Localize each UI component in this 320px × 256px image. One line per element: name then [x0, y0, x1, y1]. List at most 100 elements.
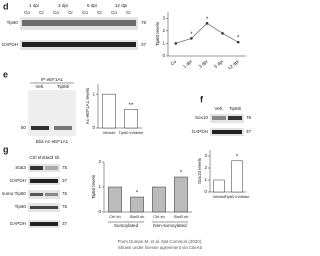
x-tick-label: 1 dpi: [182, 59, 193, 69]
condition-label: Cr: [97, 10, 102, 15]
band: [212, 116, 226, 120]
y-tick-label: 3: [162, 16, 165, 21]
mw-marker: 37: [62, 178, 68, 183]
condition-label: Cr: [68, 10, 73, 15]
x-tick-label: Stat3 sh: [174, 214, 189, 219]
condition-label: Co: [24, 10, 30, 15]
mw-marker: 75: [141, 20, 147, 25]
lane-label: Veh.: [35, 84, 44, 89]
lane-label: Stat3 sh: [43, 155, 60, 160]
row-label: GAPDH: [2, 42, 18, 47]
y-tick-label: 0: [162, 53, 165, 58]
x-tick-label: Vehicle: [103, 130, 117, 135]
x-tick-label: Tip60 inhibitor: [119, 130, 145, 135]
band: [22, 20, 136, 26]
x-tick-label: Ctrl sh: [109, 214, 121, 219]
y-tick-label: 3: [204, 153, 207, 158]
panel-label: f: [200, 94, 204, 104]
annotation: **: [129, 103, 134, 109]
band: [30, 222, 58, 226]
blot-label: Blot Ac-eEF1A1: [36, 139, 69, 144]
mw-marker: 37: [141, 42, 147, 47]
point: [190, 37, 193, 40]
row-label: sumo-Tip60: [2, 191, 27, 196]
condition-label: Co: [53, 10, 59, 15]
y-tick-label: 0: [92, 125, 95, 130]
mw-marker: 75: [62, 204, 68, 209]
lane-label: 1 dpi: [29, 3, 39, 8]
x-tick-label: Stat3 sh: [130, 214, 145, 219]
y-axis-label: Ac-eEF1A1 levels: [85, 87, 90, 124]
bar: [124, 109, 138, 129]
row-label: Sox10: [195, 115, 208, 120]
group-label: Non-sumoylated: [153, 223, 187, 228]
band: [45, 166, 58, 170]
group-label: Sumoylated: [114, 223, 139, 228]
bar: [130, 196, 144, 213]
y-axis-label: Tip60 levels: [91, 174, 96, 199]
y-tick-label: 0: [204, 189, 207, 194]
blot-f-sox10: [210, 114, 244, 123]
condition-label: Cr: [126, 10, 131, 15]
condition-label: Co: [82, 10, 88, 15]
band: [54, 126, 72, 130]
panel-label: d: [3, 1, 9, 11]
y-tick-label: 0: [98, 209, 101, 214]
annotation: *: [136, 191, 139, 197]
mw-marker: 75: [62, 191, 68, 196]
annotation: *: [237, 36, 240, 42]
y-axis-label: Sox10 levels: [197, 157, 202, 184]
point: [174, 42, 178, 45]
credit: Shown under license agreement via CiteAb: [118, 245, 203, 250]
row-label: Stat3: [15, 165, 26, 170]
row-label: GAPDH: [10, 221, 26, 226]
panel-label: g: [3, 144, 9, 154]
annotation: *: [206, 17, 209, 23]
x-tick-label: Co: [170, 59, 178, 67]
band: [45, 193, 58, 196]
credit: From Duman M. et al. Nat Commun (2020).: [118, 239, 203, 244]
lane-label: Ctrl sh: [29, 155, 43, 160]
lane-label: 3 dpi: [58, 3, 68, 8]
band: [228, 116, 242, 120]
x-tick-label: Tip60 inhibitor: [225, 194, 251, 199]
blot-g: [28, 164, 60, 172]
band: [30, 206, 58, 209]
x-tick-label: 3 dpi: [198, 59, 209, 69]
bar: [102, 93, 116, 129]
y-tick-label: 2: [204, 165, 207, 170]
mw-marker: 75: [62, 165, 68, 170]
bar: [231, 160, 243, 193]
bar: [174, 176, 188, 213]
condition-label: Cr: [39, 10, 44, 15]
y-axis-label: Tip60 levels: [155, 21, 160, 46]
lane-label: 5 dpi: [87, 3, 97, 8]
mw-marker: 75: [246, 115, 252, 120]
lane-label: Tip60i: [57, 84, 69, 89]
x-tick-label: 12 dpi: [227, 59, 240, 71]
band: [30, 179, 58, 183]
bar: [152, 186, 166, 213]
blots: [20, 17, 244, 228]
y-tick-label: 1: [204, 177, 207, 182]
band: [31, 126, 49, 130]
blot-g: [28, 190, 60, 199]
y-tick-label: 1: [92, 91, 95, 96]
lane-label: 12 dpi: [115, 3, 128, 8]
y-tick-label: 1: [98, 184, 101, 189]
point: [236, 40, 240, 44]
bar: [213, 179, 225, 193]
band: [30, 166, 43, 170]
row-label: Tip60: [7, 20, 19, 25]
band: [30, 193, 43, 196]
y-tick-label: 1: [162, 41, 165, 46]
annotation: *: [180, 171, 183, 177]
lane-label: Tip60i: [229, 106, 241, 111]
band: [22, 42, 136, 47]
condition-label: Co: [111, 10, 117, 15]
band: [212, 130, 242, 134]
y-tick-label: 2: [162, 28, 165, 33]
mw-marker: 37: [62, 221, 68, 226]
annotation: *: [236, 154, 239, 160]
mw-marker: 37: [246, 129, 252, 134]
